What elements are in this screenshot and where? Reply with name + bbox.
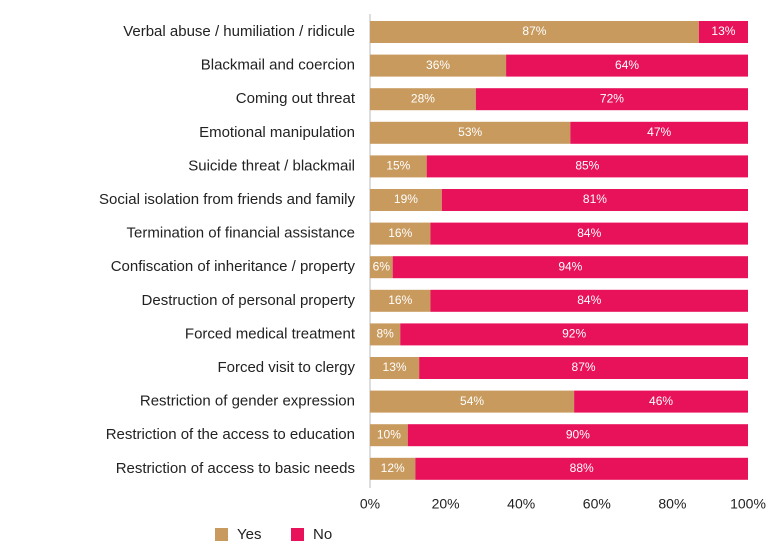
value-label: 88% [570,461,594,475]
value-label: 19% [394,192,418,206]
value-label: 46% [649,394,673,408]
bar-segment [430,222,748,245]
value-label: 87% [522,24,546,38]
value-label: 84% [577,226,601,240]
bar-segment [475,88,748,111]
bar-segment [370,88,476,111]
value-label: 47% [647,125,671,139]
bar-segment [370,424,408,447]
value-label: 15% [386,159,410,173]
category-label: Restriction of gender expression [140,393,355,410]
value-label: 94% [558,259,582,273]
bar-segment [370,323,401,346]
value-label: 13% [383,360,407,374]
bar-segment [370,357,420,379]
bar-segment [370,189,442,211]
bar-segment [370,21,699,43]
category-label: Verbal abuse / humiliation / ridicule [123,23,355,40]
bar-segment [370,222,431,245]
bar-segment [407,424,748,447]
x-tick-label: 20% [432,496,460,512]
bar-segment [506,54,748,77]
value-label: 16% [388,293,412,307]
x-tick-label: 0% [360,496,380,512]
value-label: 90% [566,427,590,441]
value-label: 87% [572,360,596,374]
bar-segment [426,155,748,178]
x-tick-label: 60% [583,496,611,512]
value-label: 12% [381,461,405,475]
category-label: Destruction of personal property [142,292,356,309]
bar-segment [370,457,416,480]
bar-segment [400,323,748,346]
value-label: 81% [583,192,607,206]
category-label: Forced visit to clergy [217,359,355,376]
bar-segment [370,256,393,279]
value-label: 85% [575,159,599,173]
bar-segment [430,289,748,312]
legend-label: No [313,526,332,543]
bar-segment [415,457,748,480]
bar-segment [370,155,427,178]
value-label: 72% [600,91,624,105]
bar-segment [419,357,748,379]
x-tick-label: 40% [507,496,535,512]
value-label: 13% [711,24,735,38]
category-label: Forced medical treatment [185,325,356,342]
value-label: 64% [615,58,639,72]
legend-swatch [291,528,304,541]
category-label: Restriction of the access to education [106,426,355,443]
legend-label: Yes [237,526,261,543]
value-label: 8% [376,327,394,341]
bar-segment [574,390,748,413]
category-label: Coming out threat [236,90,356,107]
category-label: Confiscation of inheritance / property [111,258,356,275]
bar-segment [698,21,748,43]
value-label: 10% [377,427,401,441]
bar-segment [370,121,571,144]
x-tick-label: 80% [658,496,686,512]
value-label: 84% [577,293,601,307]
bar-segment [441,189,748,211]
value-label: 54% [460,394,484,408]
category-label: Restriction of access to basic needs [116,460,355,477]
category-label: Social isolation from friends and family [99,191,355,208]
bar-segment [370,390,575,413]
bar-segment [392,256,748,279]
bar-segment [370,54,507,77]
x-tick-label: 100% [730,496,766,512]
category-label: Emotional manipulation [199,124,355,141]
category-label: Suicide threat / blackmail [188,157,355,174]
value-label: 28% [411,91,435,105]
value-label: 92% [562,327,586,341]
value-label: 53% [458,125,482,139]
value-label: 16% [388,226,412,240]
legend-swatch [215,528,228,541]
value-label: 6% [373,259,391,273]
bar-segment [570,121,748,144]
category-label: Termination of financial assistance [127,225,355,242]
category-label: Blackmail and coercion [201,57,355,74]
bar-segment [370,289,431,312]
value-label: 36% [426,58,450,72]
